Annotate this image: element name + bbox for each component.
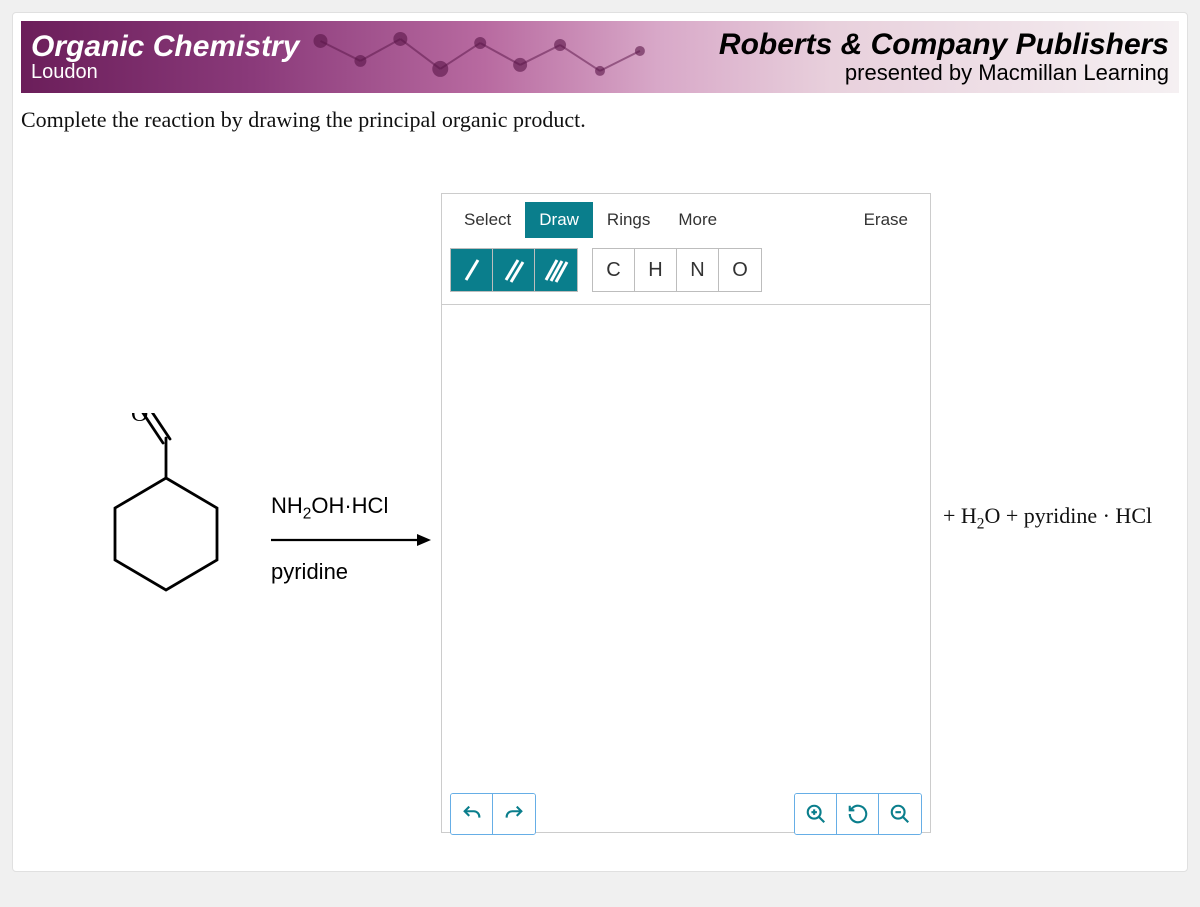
reagent-bottom: pyridine xyxy=(271,559,441,585)
zoom-reset-icon xyxy=(846,803,870,825)
drawing-canvas[interactable] xyxy=(442,305,930,785)
undo-icon xyxy=(461,803,483,825)
zoom-out-icon xyxy=(889,803,911,825)
svg-text:O: O xyxy=(131,413,148,427)
byproducts-label: + H2O + pyridine · HCl xyxy=(943,503,1152,533)
textbook-banner: Organic Chemistry Loudon Roberts & Compa… xyxy=(21,21,1179,93)
tab-select[interactable]: Select xyxy=(450,202,525,238)
undo-redo-group xyxy=(450,793,536,835)
erase-button[interactable]: Erase xyxy=(850,202,922,238)
atom-n-button[interactable]: N xyxy=(677,249,719,291)
double-bond-icon xyxy=(502,256,526,284)
atom-c-button[interactable]: C xyxy=(593,249,635,291)
publisher-name: Roberts & Company Publishers xyxy=(719,28,1169,61)
textbook-title: Organic Chemistry xyxy=(31,31,299,63)
zoom-group xyxy=(794,793,922,835)
undo-button[interactable] xyxy=(451,794,493,834)
tab-rings[interactable]: Rings xyxy=(593,202,664,238)
single-bond-icon xyxy=(460,256,484,284)
redo-button[interactable] xyxy=(493,794,535,834)
zoom-in-icon xyxy=(805,803,827,825)
structure-editor: Select Draw Rings More Erase xyxy=(441,193,931,833)
question-prompt: Complete the reaction by drawing the pri… xyxy=(21,107,1179,133)
bond-tool-group xyxy=(450,248,578,292)
atom-tool-group: C H N O xyxy=(592,248,762,292)
atom-h-button[interactable]: H xyxy=(635,249,677,291)
reaction-content: O NH2OH·HCl pyridine Select Draw Rings M… xyxy=(21,193,1179,843)
textbook-author: Loudon xyxy=(31,62,299,83)
zoom-reset-button[interactable] xyxy=(837,794,879,834)
editor-footer xyxy=(442,785,930,843)
editor-toolbar: Select Draw Rings More Erase xyxy=(442,194,930,305)
reaction-arrow xyxy=(271,531,431,549)
zoom-out-button[interactable] xyxy=(879,794,921,834)
triple-bond-icon xyxy=(543,256,569,284)
double-bond-tool[interactable] xyxy=(493,249,535,291)
tab-more[interactable]: More xyxy=(664,202,731,238)
atom-o-button[interactable]: O xyxy=(719,249,761,291)
triple-bond-tool[interactable] xyxy=(535,249,577,291)
redo-icon xyxy=(503,803,525,825)
reagent-top: NH2OH·HCl xyxy=(271,493,441,523)
single-bond-tool[interactable] xyxy=(451,249,493,291)
zoom-in-button[interactable] xyxy=(795,794,837,834)
problem-card: Organic Chemistry Loudon Roberts & Compa… xyxy=(12,12,1188,872)
presented-by: presented by Macmillan Learning xyxy=(719,61,1169,85)
reaction-arrow-block: NH2OH·HCl pyridine xyxy=(271,493,441,585)
reactant-structure: O xyxy=(81,413,251,613)
tab-draw[interactable]: Draw xyxy=(525,202,593,238)
